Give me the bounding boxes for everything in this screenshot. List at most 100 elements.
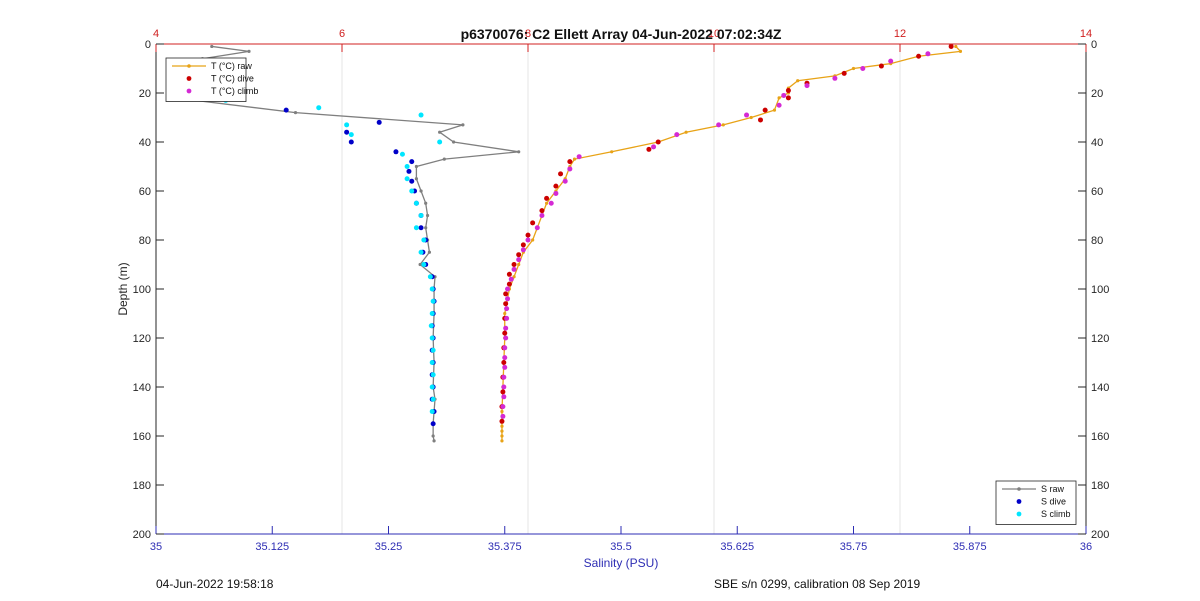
- legend-swatch-t-c-dive: [186, 76, 192, 81]
- s-climb-point: [418, 249, 424, 255]
- s-climb-point: [429, 384, 435, 390]
- y-tick-label-right: 140: [1091, 382, 1109, 394]
- t-c-raw-point: [721, 123, 725, 127]
- y-tick-label-left: 20: [139, 88, 151, 100]
- t-c-climb-point: [503, 335, 509, 341]
- x-tick-label-bottom: 35.5: [610, 541, 631, 553]
- s-climb-point: [344, 122, 350, 128]
- t-c-dive-point: [511, 262, 517, 267]
- s-raw-point: [424, 226, 428, 230]
- s-dive-point: [409, 159, 415, 165]
- s-climb-point: [429, 335, 435, 341]
- y-tick-label-left: 60: [139, 186, 151, 198]
- s-raw-point: [419, 189, 423, 193]
- s-climb-point: [399, 151, 405, 157]
- t-c-dive-point: [506, 281, 512, 287]
- t-c-climb-point: [716, 122, 722, 128]
- t-c-dive-point: [655, 139, 661, 145]
- t-c-climb-point: [562, 178, 568, 184]
- legend-label-t-c-raw: T (°C) raw: [211, 61, 252, 71]
- t-c-raw-point: [531, 238, 535, 242]
- t-c-climb-point: [505, 296, 511, 302]
- s-climb-point: [348, 132, 354, 138]
- t-c-climb-point: [500, 404, 506, 410]
- s-climb-point: [429, 409, 435, 414]
- y-tick-label-left: 40: [139, 137, 151, 149]
- t-c-climb-point: [501, 394, 507, 400]
- s-dive-point: [348, 139, 354, 145]
- t-c-climb-point: [925, 51, 931, 57]
- t-c-climb-point: [781, 92, 787, 98]
- t-c-raw-point: [500, 434, 504, 438]
- y-tick-label-right: 20: [1091, 88, 1103, 100]
- t-c-dive-point: [567, 159, 573, 165]
- s-climb-point: [409, 188, 415, 194]
- s-climb-point: [413, 225, 419, 231]
- t-c-dive-point: [785, 95, 791, 101]
- t-c-raw-point: [572, 157, 577, 161]
- axes: 35 35.125 35.25 35.375 35.5 35.625 35.75 35.875…: [133, 28, 1110, 553]
- s-raw-point: [293, 111, 298, 115]
- t-c-raw-point: [684, 130, 688, 134]
- y-tick-label-right: 120: [1091, 333, 1109, 345]
- t-c-raw-point: [512, 275, 516, 279]
- x-tick-label-bottom: 36: [1080, 541, 1092, 553]
- t-c-dive-point: [516, 252, 522, 258]
- s-climb-point: [430, 372, 436, 378]
- t-c-dive-point: [558, 171, 564, 177]
- s-raw-point: [414, 177, 418, 181]
- t-c-dive-point: [501, 360, 507, 365]
- s-raw-point: [425, 213, 430, 218]
- t-c-climb-point: [501, 374, 507, 380]
- t-c-dive-point: [499, 418, 505, 424]
- t-c-climb-point: [539, 213, 545, 218]
- legends: T (°C) raw T (°C) dive T (°C) climb S raw S …: [165, 57, 1077, 525]
- t-c-climb-point: [505, 286, 511, 292]
- t-c-climb-point: [502, 355, 508, 361]
- s-climb-point: [413, 200, 419, 206]
- t-c-raw-point: [500, 424, 504, 428]
- t-c-dive-point: [646, 146, 652, 152]
- s-dive-point: [430, 421, 436, 427]
- t-c-climb-point: [504, 315, 510, 321]
- x-tick-label-top: 10: [708, 28, 720, 40]
- s-raw-point: [452, 140, 456, 144]
- s-dive-point: [418, 225, 424, 231]
- y-axis-label: Depth (m): [116, 262, 130, 315]
- s-climb-point: [437, 139, 443, 145]
- t-c-raw-point: [500, 429, 504, 433]
- t-c-dive-point: [502, 330, 508, 336]
- t-c-raw-point: [796, 79, 800, 83]
- t-c-raw-point: [610, 150, 614, 154]
- t-c-climb-point: [520, 247, 526, 253]
- chart-title: p6370076: C2 Ellett Array 04-Jun-2022 07…: [461, 26, 782, 42]
- y-tick-label-right: 60: [1091, 186, 1103, 198]
- t-c-dive-point: [758, 117, 763, 123]
- legend-marker-t-c-raw: [187, 64, 191, 68]
- y-tick-label-left: 160: [133, 431, 151, 443]
- s-raw-point: [442, 157, 446, 161]
- t-c-dive-point: [878, 63, 884, 69]
- t-c-raw-point: [958, 49, 963, 53]
- s-climb-point: [429, 360, 435, 365]
- s-raw-point: [432, 439, 436, 443]
- t-c-dive-point: [520, 242, 526, 248]
- x-tick-label-bottom: 35.25: [375, 541, 403, 553]
- t-c-climb-point: [502, 345, 508, 351]
- t-c-dive-point: [503, 301, 509, 307]
- s-climb-point: [430, 298, 436, 304]
- y-tick-label-right: 180: [1091, 480, 1109, 492]
- x-tick-label-bottom: 35.875: [953, 541, 987, 553]
- t-c-dive-point: [525, 232, 531, 238]
- s-climb-point: [421, 262, 427, 267]
- t-c-climb-point: [500, 413, 506, 419]
- t-c-raw-point: [545, 201, 549, 205]
- t-c-climb-point: [503, 325, 509, 331]
- t-c-climb-point: [888, 58, 894, 64]
- t-c-raw-point: [772, 108, 777, 112]
- x-tick-label-top: 12: [894, 28, 906, 40]
- t-c-raw-point: [517, 262, 521, 267]
- y-tick-label-right: 0: [1091, 39, 1097, 51]
- s-climb-point: [428, 323, 434, 329]
